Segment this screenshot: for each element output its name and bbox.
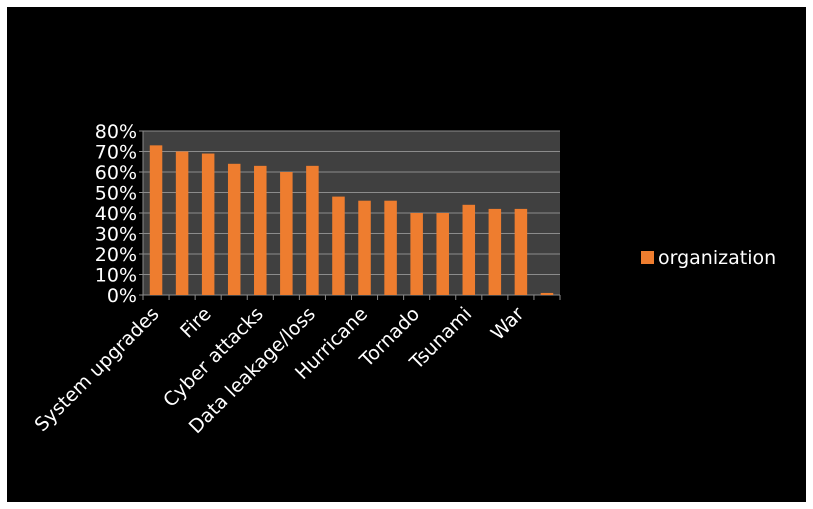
- x-tick-label: System upgrades: [31, 303, 164, 436]
- bar: [358, 200, 371, 295]
- bar: [227, 163, 241, 295]
- bar: [306, 165, 319, 295]
- bar: [540, 292, 554, 295]
- bar: [149, 145, 163, 295]
- y-tick-label: 70%: [95, 142, 137, 164]
- x-tick-label: Fire: [176, 303, 216, 343]
- y-tick-label: 30%: [95, 224, 137, 246]
- y-tick-label: 60%: [95, 162, 137, 184]
- bar: [175, 151, 189, 295]
- bar: [462, 204, 476, 295]
- x-tick-label: War: [487, 303, 529, 345]
- bar: [254, 165, 267, 295]
- bar: [280, 172, 293, 295]
- bar: [332, 196, 345, 295]
- chart-frame: 0% 10% 20% 30% 40% 50% 60% 70% 80% System upgrade…: [7, 7, 806, 502]
- legend-label: organization: [658, 247, 776, 269]
- legend-swatch: [641, 251, 654, 264]
- y-tick-label: 0%: [107, 285, 137, 307]
- bar: [514, 208, 528, 295]
- y-tick-label: 40%: [95, 203, 137, 225]
- y-tick-label: 50%: [95, 183, 137, 205]
- y-tick-label: 10%: [95, 265, 137, 287]
- bar: [384, 200, 397, 295]
- bar: [436, 213, 449, 295]
- bar: [488, 208, 502, 295]
- bar-chart: 0%10%20%30%40%50%60%70%80% System upgrade…: [31, 121, 777, 438]
- y-tick-label: 20%: [95, 244, 137, 266]
- bar: [201, 153, 215, 295]
- bar: [410, 213, 423, 295]
- y-tick-label: 80%: [95, 121, 137, 143]
